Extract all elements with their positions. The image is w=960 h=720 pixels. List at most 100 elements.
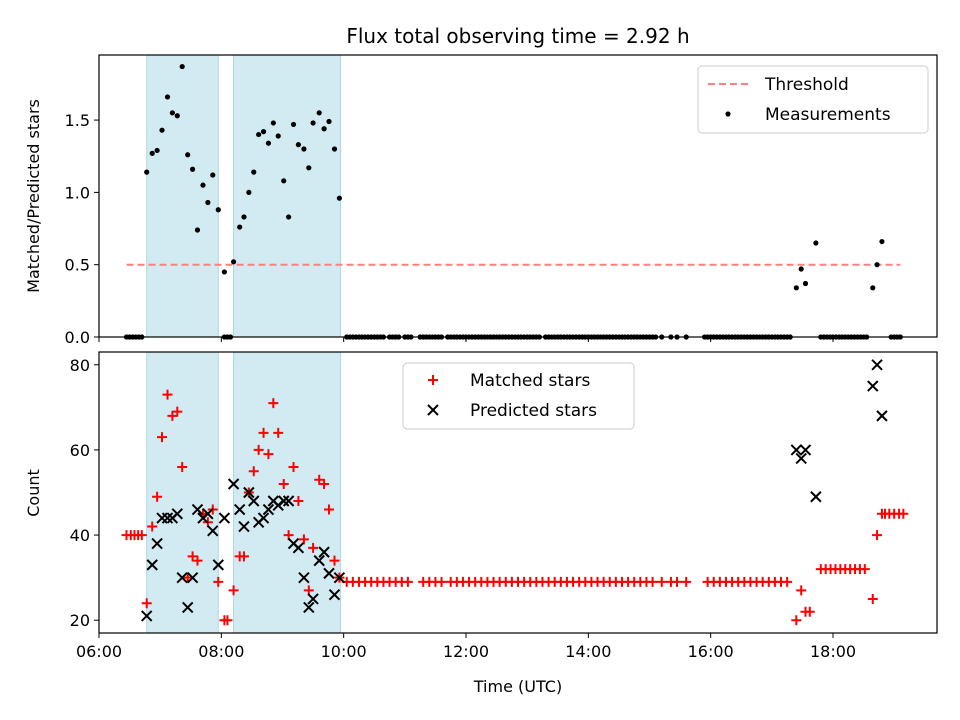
matched-star-point xyxy=(162,389,173,400)
predicted-star-point xyxy=(262,503,275,516)
matched-star-point xyxy=(172,406,183,417)
measurement-point xyxy=(301,146,307,152)
matched-star-point xyxy=(898,508,909,519)
matched-star-point xyxy=(283,530,294,541)
legend-matched-label: Matched stars xyxy=(470,371,590,391)
matched-star-point xyxy=(319,478,330,489)
predicted-star-point xyxy=(191,503,204,516)
predicted-star-point xyxy=(799,444,812,456)
measurement-point xyxy=(295,142,302,148)
measurement-point xyxy=(813,240,819,246)
matched-star-point xyxy=(228,585,239,596)
y-tick-label: 40 xyxy=(70,526,90,545)
matched-star-point xyxy=(192,555,203,566)
measurement-point xyxy=(281,178,287,184)
predicted-star-point xyxy=(238,520,250,533)
top-y-axis-label: Matched/Predicted stars xyxy=(24,99,43,293)
measurement-point xyxy=(179,63,185,70)
x-tick-label: 14:00 xyxy=(565,642,611,661)
measurement-point xyxy=(210,172,216,178)
measurement-point xyxy=(215,207,221,213)
predicted-star-point xyxy=(298,571,310,584)
chart-title: Flux total observing time = 2.92 h xyxy=(346,24,689,48)
matched-star-point xyxy=(782,576,793,587)
top-panel: 0.0 0.5 1.0 1.5 Threshold Measurements xyxy=(65,54,938,347)
measurement-point xyxy=(316,110,322,116)
x-tick-label: 10:00 xyxy=(321,642,367,661)
measurement-point xyxy=(144,169,150,175)
matched-star-point xyxy=(258,427,269,438)
matched-star-point xyxy=(329,555,340,566)
matched-star-point xyxy=(791,615,802,626)
measurement-point xyxy=(221,269,227,275)
measurement-point xyxy=(205,199,211,206)
measurement-point xyxy=(194,227,201,233)
matched-star-point xyxy=(157,432,168,443)
predicted-star-point xyxy=(278,495,290,507)
measurement-point xyxy=(251,169,257,175)
predicted-star-point xyxy=(171,508,184,520)
measurement-point xyxy=(230,259,237,265)
predicted-star-point xyxy=(207,525,219,537)
matched-star-point xyxy=(402,576,413,587)
measurement-point xyxy=(879,238,885,245)
x-tick-label: 06:00 xyxy=(76,642,122,661)
predicted-star-point xyxy=(176,571,188,584)
matched-star-point xyxy=(436,576,447,587)
measurement-point xyxy=(241,214,247,220)
predicted-star-point xyxy=(227,478,240,490)
matched-star-point xyxy=(796,585,807,596)
predicted-star-point xyxy=(186,571,199,584)
x-tick-label: 12:00 xyxy=(443,642,489,661)
axes-frame xyxy=(98,54,938,338)
x-axis-label: Time (UTC) xyxy=(473,677,562,696)
matched-star-point xyxy=(136,530,147,541)
x-tick-label: 08:00 xyxy=(198,642,244,661)
predicted-star-point xyxy=(867,380,879,392)
matched-star-point xyxy=(273,427,284,438)
measurement-point xyxy=(189,166,196,172)
predicted-star-point xyxy=(141,610,153,622)
measurement-point xyxy=(290,121,297,128)
predicted-star-point xyxy=(202,508,214,520)
measurement-point xyxy=(149,150,155,156)
measurement-point xyxy=(306,165,312,171)
legend-box xyxy=(402,362,635,430)
measurement-point xyxy=(793,285,799,291)
measurement-point xyxy=(185,152,191,158)
matched-star-point xyxy=(253,444,264,455)
predicted-star-point xyxy=(318,546,330,558)
y-tick-label: 80 xyxy=(70,356,90,375)
predicted-star-point xyxy=(333,571,346,584)
y-tick-label: 1.5 xyxy=(65,111,90,130)
matched-star-point xyxy=(278,478,289,489)
measurement-point xyxy=(310,120,316,126)
predicted-star-point xyxy=(212,559,224,571)
legend-threshold-label: Threshold xyxy=(764,75,849,95)
matched-star-point xyxy=(152,491,163,502)
predicted-star-point xyxy=(248,495,260,507)
measurement-point xyxy=(260,129,267,135)
shaded-interval xyxy=(146,351,219,634)
shaded-interval xyxy=(233,54,342,338)
x-tick-label: 16:00 xyxy=(688,642,734,661)
axes-frame xyxy=(98,351,938,634)
matched-star-point xyxy=(323,504,334,515)
measurement-point xyxy=(159,127,165,133)
matched-star-point xyxy=(308,542,319,553)
legend-predicted-label: Predicted stars xyxy=(470,401,597,421)
predicted-star-point xyxy=(876,410,888,422)
measurement-point xyxy=(286,214,292,220)
measurement-point xyxy=(164,94,171,100)
measurement-point xyxy=(336,195,342,201)
predicted-star-point xyxy=(257,512,270,524)
matched-star-point xyxy=(248,466,259,477)
legend-box xyxy=(697,65,929,134)
matched-star-point xyxy=(681,576,692,587)
measurement-point xyxy=(270,120,276,126)
measurement-point xyxy=(798,266,804,272)
matched-star-point xyxy=(647,576,658,587)
predicted-star-point xyxy=(218,512,231,524)
y-tick-label: 20 xyxy=(70,611,90,630)
legend-measurement-label: Measurements xyxy=(765,105,891,125)
